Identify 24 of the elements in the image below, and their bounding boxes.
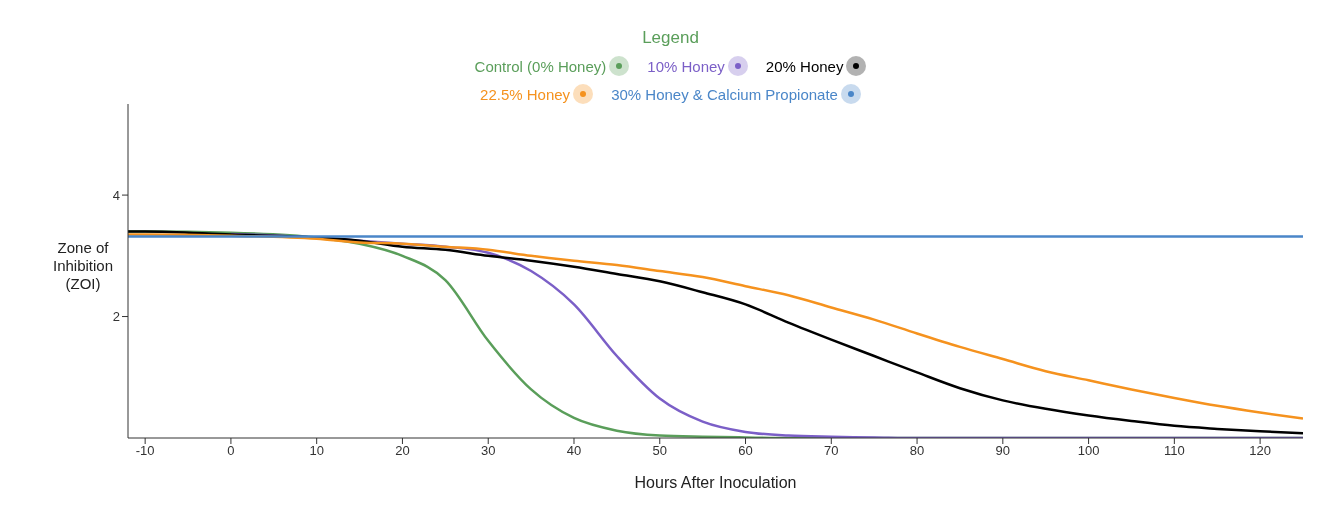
x-tick-label: 110	[1163, 443, 1185, 459]
x-tick-label: 100	[1077, 443, 1100, 459]
x-tick-label: 70	[824, 443, 839, 459]
x-tick-label: 30	[480, 443, 496, 459]
legend-label: 10% Honey	[647, 56, 726, 76]
legend-title: Legend	[641, 28, 700, 48]
x-tick-label: 0	[227, 443, 235, 459]
legend-label: 20% Honey	[765, 56, 845, 76]
legend-label: Control (0% Honey)	[474, 56, 608, 76]
y-axis-title: Zone of Inhibition (ZOI)	[52, 239, 114, 292]
x-tick-label: 50	[652, 443, 667, 459]
x-tick-label: 90	[995, 443, 1011, 459]
x-tick-label: -10	[135, 443, 155, 459]
x-tick-label: 20	[395, 443, 410, 459]
x-tick-label: 60	[738, 443, 753, 459]
legend-label: 22.5% Honey	[480, 84, 572, 104]
y-tick-label: 4	[112, 187, 120, 203]
y-tick-label: 2	[112, 309, 120, 325]
x-tick-label: 80	[909, 443, 925, 459]
legend-label: 30% Honey & Calcium Propionate	[611, 84, 839, 104]
x-tick-label: 40	[566, 443, 582, 459]
x-axis-title: Hours After Inoculation	[634, 474, 797, 491]
x-tick-label: 10	[309, 443, 324, 459]
x-tick-label: 120	[1249, 443, 1271, 459]
